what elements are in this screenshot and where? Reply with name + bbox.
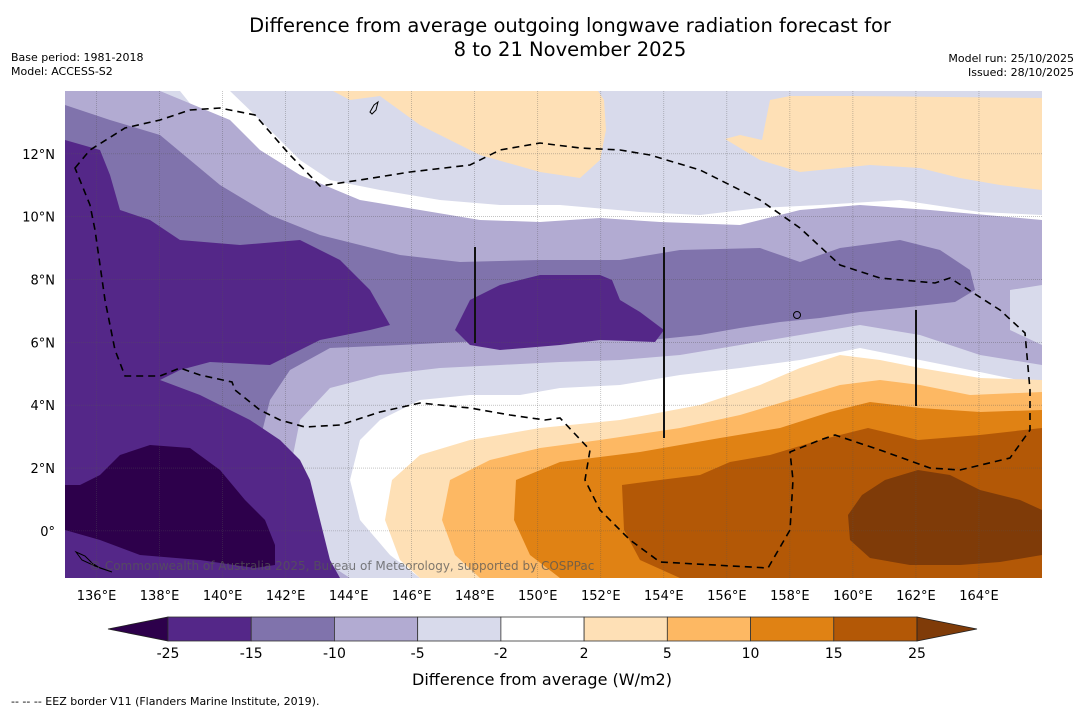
x-tick-label: 156°E xyxy=(707,589,747,604)
model-name: Model: ACCESS-S2 xyxy=(11,65,113,78)
x-tick-label: 158°E xyxy=(770,589,810,604)
run-info: Model run: 25/10/2025 Issued: 28/10/2025 xyxy=(948,52,1074,80)
colorbar-tick-label: -15 xyxy=(240,646,263,662)
colorbar-extend-low xyxy=(107,616,169,642)
x-tick-label: 138°E xyxy=(140,589,180,604)
colorbar-tick-label: -2 xyxy=(494,646,508,662)
colorbar-segment xyxy=(250,616,335,642)
y-tick-label: 6°N xyxy=(31,336,56,351)
colorbar-extend-high xyxy=(916,616,978,642)
colorbar: -25 -15 -10 -5 -2 2 5 10 15 25 xyxy=(107,616,978,662)
y-tick-label: 4°N xyxy=(31,399,56,414)
colorbar-tick-label: 15 xyxy=(825,646,843,662)
map-title: Difference from average outgoing longwav… xyxy=(0,14,1085,62)
colorbar-segment xyxy=(167,616,252,642)
colorbar-segment xyxy=(750,616,835,642)
y-axis-ticks: 12°N 10°N 8°N 6°N 4°N 2°N 0° xyxy=(22,148,55,540)
colorbar-tick-label: 5 xyxy=(663,646,672,662)
y-tick-label: 8°N xyxy=(31,274,56,289)
model-run-date: Model run: 25/10/2025 xyxy=(948,52,1074,65)
colorbar-segment xyxy=(666,616,751,642)
colorbar-tick-label: -10 xyxy=(323,646,346,662)
gridlines xyxy=(65,91,1042,578)
x-tick-label: 146°E xyxy=(392,589,432,604)
x-tick-label: 136°E xyxy=(77,589,117,604)
colorbar-segment xyxy=(334,616,419,642)
map-area: © Commonwealth of Australia 2025, Bureau… xyxy=(65,91,1042,578)
contour-above-25 xyxy=(848,470,1042,565)
x-tick-label: 162°E xyxy=(896,589,936,604)
eez-border xyxy=(74,107,1031,569)
x-tick-label: 142°E xyxy=(266,589,306,604)
island-outline xyxy=(793,311,801,319)
colorbar-segment xyxy=(417,616,502,642)
x-tick-label: 154°E xyxy=(644,589,684,604)
copyright-notice: © Commonwealth of Australia 2025, Bureau… xyxy=(89,559,594,573)
x-tick-label: 164°E xyxy=(959,589,999,604)
model-info: Base period: 1981-2018 Model: ACCESS-S2 xyxy=(11,51,143,79)
colorbar-title: Difference from average (W/m2) xyxy=(412,670,672,689)
x-tick-label: 150°E xyxy=(518,589,558,604)
x-axis-ticks: 136°E 138°E 140°E 142°E 144°E 146°E 148°E 150°E… xyxy=(77,589,999,604)
x-tick-label: 144°E xyxy=(329,589,369,604)
title-line-1: Difference from average outgoing longwav… xyxy=(249,14,891,37)
contour-neg15-blob-central xyxy=(455,275,664,350)
eez-legend-footnote: -- -- -- EEZ border V11 (Flanders Marine… xyxy=(11,695,320,708)
base-period: Base period: 1981-2018 xyxy=(11,51,144,64)
colorbar-segment xyxy=(500,616,585,642)
x-tick-label: 148°E xyxy=(455,589,495,604)
x-tick-label: 152°E xyxy=(581,589,621,604)
x-tick-label: 160°E xyxy=(833,589,873,604)
x-tick-label: 140°E xyxy=(203,589,243,604)
colorbar-tick-label: 2 xyxy=(580,646,589,662)
contour-2-to-5-north xyxy=(333,91,1042,190)
colorbar-segment xyxy=(583,616,668,642)
colorbar-segment xyxy=(833,616,918,642)
y-tick-label: 10°N xyxy=(22,211,55,226)
colorbar-tick-label: 25 xyxy=(908,646,926,662)
y-tick-label: 12°N xyxy=(22,148,55,163)
island-outline xyxy=(74,550,113,573)
title-line-2: 8 to 21 November 2025 xyxy=(453,38,687,61)
colorbar-tick-label: -5 xyxy=(411,646,425,662)
colorbar-tick-label: 10 xyxy=(742,646,760,662)
y-tick-label: 0° xyxy=(40,525,55,540)
island-outline xyxy=(369,100,379,115)
colorbar-tick-label: -25 xyxy=(157,646,180,662)
issued-date: Issued: 28/10/2025 xyxy=(967,66,1074,79)
y-tick-label: 2°N xyxy=(31,462,56,477)
